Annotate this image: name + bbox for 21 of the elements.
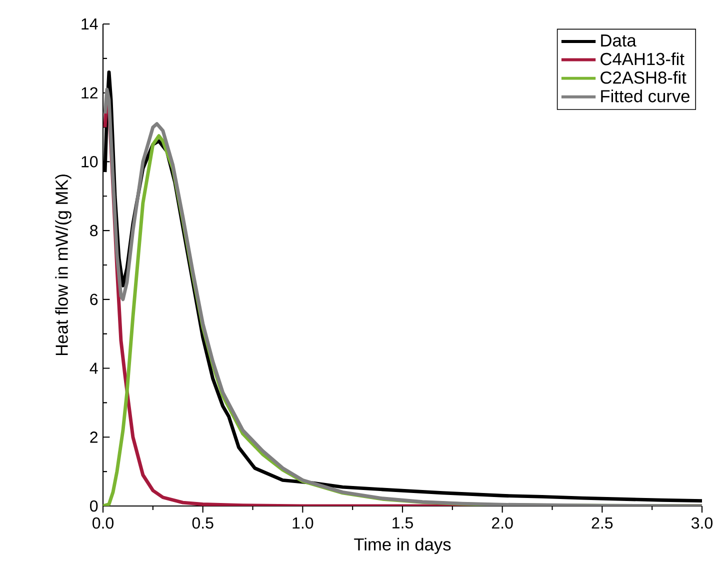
y-tick-label: 6 — [90, 294, 98, 306]
y-tick-label: 2 — [90, 432, 98, 443]
x-tick-label: 1.0 — [292, 517, 314, 529]
x-tick-label: 2.5 — [592, 517, 613, 529]
x-tick-label: 3.0 — [691, 517, 712, 529]
legend-label: Fitted curve — [601, 90, 690, 102]
y-tick-label: 14 — [82, 18, 98, 30]
y-tick-label: 0 — [90, 500, 98, 512]
legend-label: C2ASH8-fit — [600, 71, 686, 84]
y-tick-label: 12 — [82, 87, 98, 98]
x-tick-label: 0.5 — [192, 517, 214, 529]
x-tick-label: 1.5 — [392, 517, 413, 529]
x-tick-label: 0.0 — [92, 517, 114, 529]
y-tick-label: 10 — [82, 156, 98, 168]
legend-label: C4AH13-fit — [600, 52, 684, 66]
x-axis-title: Time in days — [354, 538, 451, 554]
x-tick-label: 2.0 — [492, 517, 513, 529]
y-tick-label: 4 — [90, 362, 98, 374]
y-axis-title: Heat flow in mW/(g MK) — [55, 174, 72, 356]
legend-label: Data — [601, 34, 636, 47]
y-tick-label: 8 — [90, 224, 98, 236]
